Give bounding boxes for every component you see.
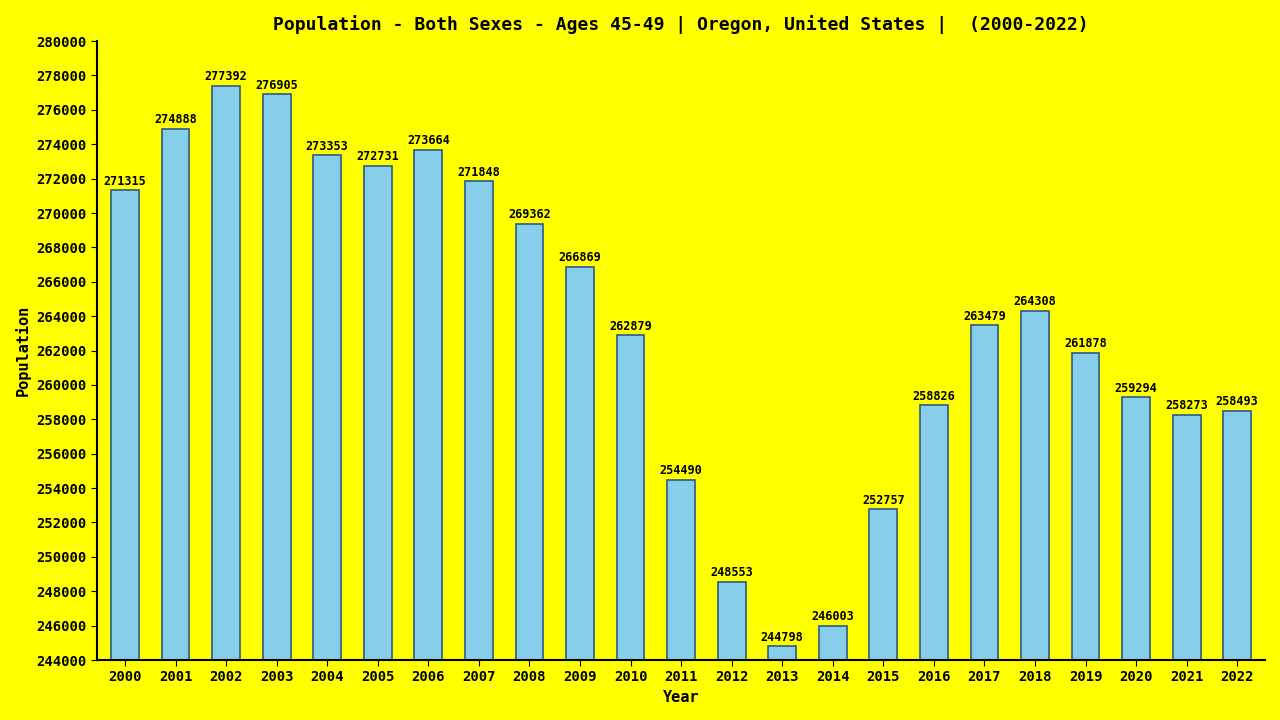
Text: 252757: 252757 <box>861 494 905 507</box>
Text: 266869: 266869 <box>558 251 602 264</box>
Bar <box>465 181 493 660</box>
Bar <box>566 267 594 660</box>
Bar <box>869 510 897 660</box>
Text: 274888: 274888 <box>154 114 197 127</box>
Bar <box>1071 353 1100 660</box>
Bar <box>262 94 291 660</box>
Bar <box>516 224 543 660</box>
Bar <box>768 647 796 660</box>
Bar <box>1123 397 1149 660</box>
Text: 263479: 263479 <box>963 310 1006 323</box>
Text: 273664: 273664 <box>407 135 449 148</box>
X-axis label: Year: Year <box>663 690 699 705</box>
Bar <box>718 582 745 660</box>
Text: 258273: 258273 <box>1165 399 1208 412</box>
Text: 269362: 269362 <box>508 208 550 222</box>
Text: 258826: 258826 <box>913 390 955 402</box>
Bar <box>1172 415 1201 660</box>
Text: 248553: 248553 <box>710 566 753 579</box>
Text: 244798: 244798 <box>760 631 804 644</box>
Bar <box>364 166 392 660</box>
Bar <box>415 150 443 660</box>
Text: 271848: 271848 <box>457 166 500 179</box>
Bar <box>970 325 998 660</box>
Bar <box>920 405 947 660</box>
Text: 259294: 259294 <box>1115 382 1157 395</box>
Bar <box>617 336 644 660</box>
Bar <box>314 156 342 660</box>
Text: 276905: 276905 <box>255 78 298 91</box>
Text: 264308: 264308 <box>1014 295 1056 308</box>
Text: 261878: 261878 <box>1064 337 1107 350</box>
Bar <box>111 190 140 660</box>
Bar <box>1224 411 1251 660</box>
Bar <box>667 480 695 660</box>
Text: 258493: 258493 <box>1216 395 1258 408</box>
Text: 246003: 246003 <box>812 610 854 623</box>
Text: 271315: 271315 <box>104 175 146 188</box>
Bar <box>819 626 846 660</box>
Bar <box>212 86 241 660</box>
Text: 272731: 272731 <box>356 150 399 163</box>
Title: Population - Both Sexes - Ages 45-49 | Oregon, United States |  (2000-2022): Population - Both Sexes - Ages 45-49 | O… <box>274 15 1089 34</box>
Text: 277392: 277392 <box>205 71 247 84</box>
Bar <box>161 129 189 660</box>
Bar <box>1021 311 1048 660</box>
Y-axis label: Population: Population <box>15 305 31 396</box>
Text: 273353: 273353 <box>306 140 348 153</box>
Text: 262879: 262879 <box>609 320 652 333</box>
Text: 254490: 254490 <box>659 464 703 477</box>
